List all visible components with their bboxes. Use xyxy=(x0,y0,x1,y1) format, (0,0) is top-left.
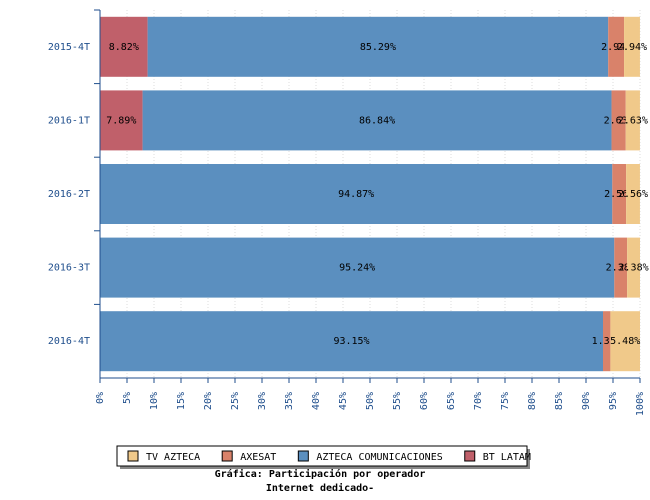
x-tick-label: 60% xyxy=(419,392,430,410)
x-tick-label: 0% xyxy=(95,392,106,404)
x-tick-label: 5% xyxy=(122,392,133,404)
y-tick-label: 2016-4T xyxy=(48,336,90,347)
x-tick-label: 35% xyxy=(284,392,295,410)
y-tick-label: 2016-3T xyxy=(48,263,90,274)
data-label: 7.89% xyxy=(106,115,136,126)
x-tick-label: 45% xyxy=(338,392,349,410)
data-label: 8.82% xyxy=(109,42,139,53)
data-label: 1.37% xyxy=(592,336,622,347)
bar-segment xyxy=(610,311,640,372)
data-label: 2.38% xyxy=(619,263,649,274)
x-tick-label: 20% xyxy=(203,392,214,410)
x-tick-label: 95% xyxy=(608,392,619,410)
legend-label: TV AZTECA xyxy=(146,452,200,463)
data-label: 95.24% xyxy=(339,263,375,274)
data-label: 93.15% xyxy=(333,336,369,347)
data-label: 2.63% xyxy=(604,115,634,126)
bar-segment xyxy=(614,237,628,298)
data-label: 2.94% xyxy=(617,42,647,53)
chart-title: Gráfica: Participación por operador xyxy=(215,468,426,480)
data-label: 2.56% xyxy=(604,189,634,200)
data-label: 94.87% xyxy=(338,189,374,200)
bar-segment xyxy=(142,90,612,151)
x-tick-label: 70% xyxy=(473,392,484,410)
bar-segment xyxy=(100,90,143,151)
x-tick-label: 90% xyxy=(581,392,592,410)
bar-segment xyxy=(100,164,613,224)
x-tick-label: 30% xyxy=(257,392,268,410)
data-label: 2.94% xyxy=(601,42,631,53)
x-tick-label: 40% xyxy=(311,392,322,410)
data-label: 86.84% xyxy=(359,115,395,126)
x-tick-label: 80% xyxy=(527,392,538,410)
chart-subtitle: Internet dedicado- xyxy=(266,482,374,494)
bar-segment xyxy=(624,16,640,77)
legend-swatch xyxy=(464,450,476,462)
bar-segment xyxy=(100,16,148,77)
x-tick-label: 10% xyxy=(149,392,160,410)
data-label: 2.38% xyxy=(606,263,636,274)
x-tick-label: 50% xyxy=(365,392,376,410)
x-tick-label: 85% xyxy=(554,392,565,410)
bar-segment xyxy=(612,164,627,224)
legend-swatch xyxy=(297,450,309,462)
y-tick-label: 2016-1T xyxy=(48,115,90,126)
data-label: 85.29% xyxy=(360,42,396,53)
bar-segment xyxy=(608,16,625,77)
legend-label: AZTECA COMUNICACIONES xyxy=(316,452,442,463)
bar-segment xyxy=(100,311,604,372)
bar-segment xyxy=(625,90,640,151)
bar-segment xyxy=(627,237,640,298)
bar-segment xyxy=(611,90,626,151)
legend-label: BT LATAM xyxy=(483,452,531,463)
y-tick-label: 2016-2T xyxy=(48,189,90,200)
bar-segment xyxy=(626,164,640,224)
data-label: 2.56% xyxy=(618,189,648,200)
bar-segment xyxy=(603,311,611,372)
data-label: 5.48% xyxy=(610,336,640,347)
legend-swatch xyxy=(127,450,139,462)
x-tick-label: 100% xyxy=(635,392,646,416)
data-label: 2.63% xyxy=(618,115,648,126)
legend-label: AXESAT xyxy=(240,452,276,463)
legend-box xyxy=(116,445,528,467)
x-tick-label: 25% xyxy=(230,392,241,410)
bar-segment xyxy=(100,237,615,298)
x-tick-label: 75% xyxy=(500,392,511,410)
y-tick-label: 2015-4T xyxy=(48,42,90,53)
x-tick-label: 15% xyxy=(176,392,187,410)
bar-segment xyxy=(147,16,609,77)
legend-swatch xyxy=(221,450,233,462)
x-tick-label: 55% xyxy=(392,392,403,410)
x-tick-label: 65% xyxy=(446,392,457,410)
